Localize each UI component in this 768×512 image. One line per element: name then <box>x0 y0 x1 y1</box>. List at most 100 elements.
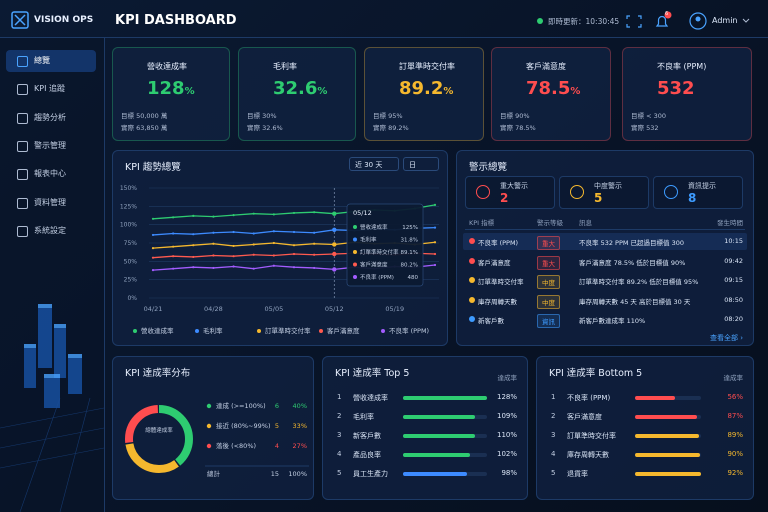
donut-segment <box>125 405 193 473</box>
category: 客戶滿意度 <box>567 413 602 421</box>
nav-item[interactable]: 系統設定 <box>34 225 66 235</box>
rank: 1 <box>551 393 556 401</box>
nav-item[interactable]: 趨勢分析 <box>34 112 66 122</box>
row-icon <box>469 277 475 283</box>
bar <box>403 472 468 476</box>
card-value: 128% <box>147 78 195 99</box>
top5-panel: KPI 達成率 Top 5 達成率 1 營收達成率 128% 2 毛利率 109% 3 新客戶數… <box>322 356 528 500</box>
panel-title: KPI 達成率分布 <box>125 368 191 379</box>
card-target: 目標 95% <box>373 112 403 120</box>
panel-title: KPI 趨勢總覽 <box>125 162 181 173</box>
value-label: 109% <box>496 412 517 420</box>
x-tick-label: 04/21 <box>144 305 163 313</box>
tooltip-value: 89.1% <box>401 250 418 256</box>
data-point <box>172 245 175 248</box>
unit: % <box>317 86 328 97</box>
data-point <box>332 242 337 247</box>
nav-item[interactable]: 報表中心 <box>34 169 66 179</box>
alert-time: 09:42 <box>724 256 743 265</box>
data-point <box>151 256 155 259</box>
legend-swatch <box>206 443 212 449</box>
value: 128 <box>147 78 185 99</box>
summary-label: 資訊提示 <box>688 182 716 190</box>
tooltip-name: 客戶滿意度 <box>360 261 388 269</box>
nav-item[interactable]: 總覽 <box>34 56 50 65</box>
bar <box>403 434 476 438</box>
category: 員工生產力 <box>353 470 388 478</box>
nav-icon <box>17 169 28 181</box>
category: 營收達成率 <box>353 394 388 402</box>
legend-label: 訂單準時交付率 <box>265 326 311 335</box>
tooltip-name: 不良率 (PPM) <box>360 273 394 281</box>
bar <box>403 453 470 457</box>
tooltip-name: 毛利率 <box>360 236 377 244</box>
value-label: 110% <box>496 431 517 439</box>
value-label: 92% <box>727 469 743 477</box>
alert-level: 資訊 <box>537 314 560 328</box>
data-point <box>433 252 437 256</box>
x-tick-label: 04/28 <box>204 305 223 313</box>
data-point <box>272 264 275 267</box>
tooltip-name: 訂單準時交付率 <box>360 248 399 256</box>
update-info: 即時更新：10:30:45 <box>548 16 619 27</box>
interval-select[interactable]: 日 <box>403 157 439 171</box>
summary-icon <box>570 185 584 199</box>
y-tick-label: 75% <box>124 240 138 247</box>
alert-kpi: 庫存周轉天數 <box>478 297 517 306</box>
data-point <box>313 266 316 270</box>
rank: 3 <box>551 431 556 439</box>
value: 532 <box>657 78 695 99</box>
kpi-card: 營收達成率 128% 目標 50,000 萬實際 63,850 萬 <box>112 47 230 141</box>
nav-icon <box>17 112 28 124</box>
value-label: 87% <box>727 412 743 420</box>
value: 78.5 <box>526 78 571 99</box>
y-tick-label: 125% <box>120 203 137 210</box>
notification-count[interactable]: 6 <box>665 11 669 17</box>
view-all-link[interactable]: 查看全部 › <box>709 334 743 342</box>
nav-item[interactable]: KPI 追蹤 <box>34 84 65 94</box>
row-icon <box>469 296 475 303</box>
data-point <box>272 241 275 245</box>
data-point <box>151 269 155 272</box>
tooltip-swatch <box>353 225 357 229</box>
legend-swatch <box>257 329 261 333</box>
data-point <box>172 267 175 270</box>
data-point <box>433 241 437 244</box>
column-header: 達成率 <box>723 374 744 382</box>
summary-count: 8 <box>688 191 697 205</box>
summary-icon <box>476 185 490 199</box>
alert-kpi: 不良率 (PPM) <box>478 239 519 247</box>
column-header: 達成率 <box>497 374 518 382</box>
panel-title: KPI 達成率 Top 5 <box>335 368 410 379</box>
donut-chart: 達成 (>=100%) 6 40% 接近 (80%~99%) 5 33% 落後 (<80%)… <box>125 401 309 478</box>
legend-count: 6 <box>275 402 279 410</box>
sidebar: 總覽 KPI 追蹤 趨勢分析警示管理報表中心資料管理系統設定 <box>0 38 105 512</box>
nav-item[interactable]: 警示管理 <box>34 140 66 150</box>
bar <box>635 453 700 457</box>
range-select[interactable]: 近 30 天 <box>349 157 399 171</box>
data-point <box>172 232 175 235</box>
trend-chart: 0% 25% 50% 75% 100% 125% 150% 04/21 04/28 05/05 05… <box>120 185 439 335</box>
data-point <box>151 217 155 220</box>
category: 新客戶數 <box>353 432 381 440</box>
summary-box: 重大警示 2 <box>465 176 555 209</box>
value: 32.6 <box>273 78 318 99</box>
data-point <box>212 231 215 234</box>
unit: % <box>184 86 195 97</box>
alert-time: 10:15 <box>724 237 743 245</box>
user-name[interactable]: Admin <box>712 16 738 25</box>
summary-box: 資訊提示 8 <box>653 176 743 209</box>
data-point <box>151 233 155 237</box>
card-actual: 實際 89.2% <box>373 124 409 132</box>
legend-count: 4 <box>275 442 279 450</box>
y-tick-label: 100% <box>120 222 137 229</box>
bar <box>403 415 475 419</box>
nav-item[interactable]: 資料管理 <box>34 197 66 207</box>
alert-level: 中度 <box>537 275 560 289</box>
value-label: 98% <box>501 469 517 477</box>
card-value: 32.6% <box>273 78 327 99</box>
summary-count: 2 <box>500 191 509 205</box>
alert-kpi: 客戶滿意度 <box>478 258 511 267</box>
nav-icon <box>17 56 28 67</box>
data-point <box>272 230 275 233</box>
